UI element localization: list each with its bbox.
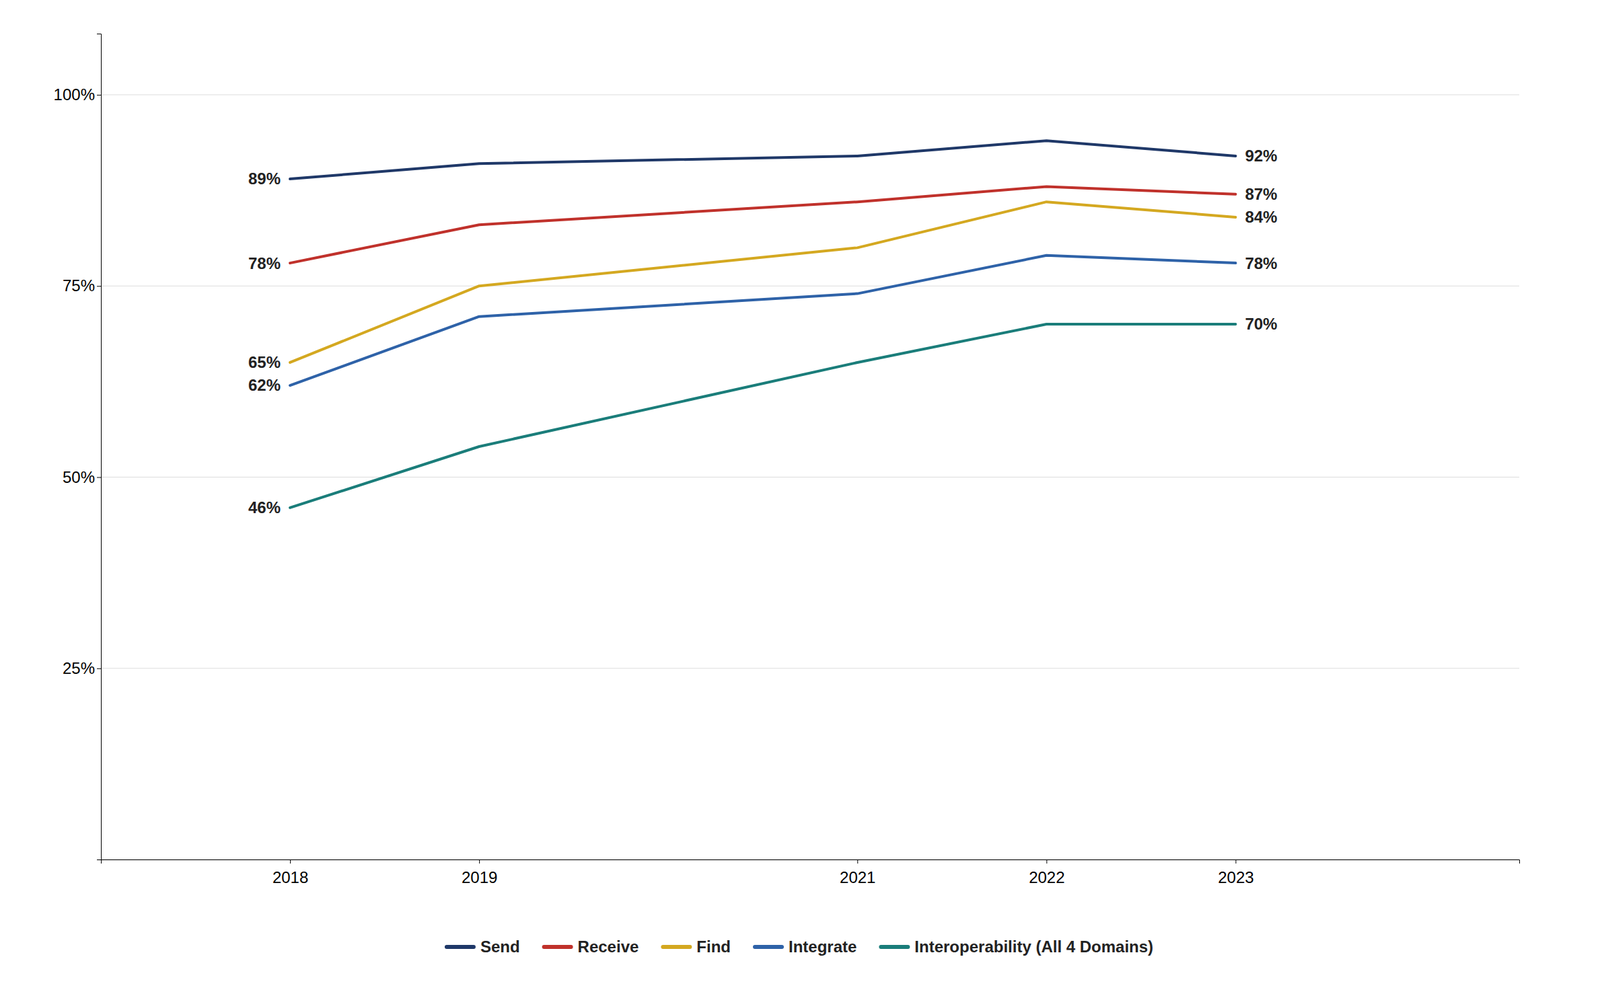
data-label: 62% xyxy=(248,376,281,395)
chart: 2018 2019 2021 2022 2023 25% 50% 75% 100% 89% 92% 7… xyxy=(0,0,1600,994)
tick-mark xyxy=(1046,859,1047,864)
legend-swatch xyxy=(544,945,572,950)
tick-mark xyxy=(96,94,101,96)
tick-label: 2019 xyxy=(461,868,498,887)
grid-line xyxy=(100,668,1520,669)
tick-label: 50% xyxy=(62,468,95,487)
tick-label: 75% xyxy=(62,276,95,295)
tick-mark xyxy=(96,668,101,670)
tick-label: 100% xyxy=(53,85,95,104)
tick: 2018 xyxy=(272,859,309,887)
tick: 75% xyxy=(62,276,101,295)
legend-label: Interoperability (All 4 Domains) xyxy=(914,937,1154,957)
tick-label: 2023 xyxy=(1217,868,1254,887)
tick: 2022 xyxy=(1028,859,1065,887)
tick-mark xyxy=(1235,859,1236,864)
tick-mark xyxy=(96,859,101,861)
grid xyxy=(100,94,1520,860)
plot-area xyxy=(289,140,1236,508)
legend-swatch xyxy=(880,945,908,950)
grid-line xyxy=(100,477,1520,478)
data-labels: 89% 92% 78% 87% 65% 84% 62% 78% 46% 70% xyxy=(248,146,1278,517)
series-line xyxy=(289,140,1236,179)
data-label: 78% xyxy=(1244,254,1278,273)
data-label: 87% xyxy=(1244,185,1278,204)
legend-item: Interoperability (All 4 Domains) xyxy=(880,937,1154,957)
data-label: 92% xyxy=(1244,146,1278,165)
tick-label: 2022 xyxy=(1028,868,1065,887)
legend-item: Receive xyxy=(544,937,640,957)
tick: 2019 xyxy=(461,859,498,887)
tick: 25% xyxy=(62,659,101,678)
grid-line xyxy=(100,94,1520,95)
legend-item: Integrate xyxy=(754,937,857,957)
tick: 2023 xyxy=(1217,859,1254,887)
series-line xyxy=(289,201,1236,363)
data-label: 70% xyxy=(1244,314,1278,334)
data-label: 46% xyxy=(248,498,281,517)
legend-label: Receive xyxy=(577,937,640,957)
tick xyxy=(96,859,101,861)
y-axis: 25% 50% 75% 100% xyxy=(53,34,102,861)
legend-item: Send xyxy=(446,937,521,957)
data-label: 65% xyxy=(248,353,281,372)
tick-mark xyxy=(857,859,858,864)
tick-label: 2021 xyxy=(839,868,876,887)
data-label: 78% xyxy=(248,254,281,273)
legend-item: Find xyxy=(662,937,731,957)
tick-mark xyxy=(96,285,101,287)
tick: 100% xyxy=(53,85,101,104)
x-axis: 2018 2019 2021 2022 2023 xyxy=(101,859,1520,887)
series-line xyxy=(289,255,1236,386)
legend-label: Integrate xyxy=(788,937,857,957)
axis-line xyxy=(101,860,1520,865)
axis-line xyxy=(96,34,102,861)
legend-label: Send xyxy=(480,937,521,957)
legend-swatch xyxy=(446,945,474,950)
tick: 2021 xyxy=(839,859,876,887)
tick-mark xyxy=(289,859,291,864)
grid-line xyxy=(100,285,1520,287)
tick-label: 25% xyxy=(62,659,95,678)
tick-mark xyxy=(479,859,480,864)
tick: 50% xyxy=(62,468,101,487)
legend-label: Find xyxy=(696,937,731,957)
data-label: 84% xyxy=(1244,207,1278,227)
series-line xyxy=(289,186,1236,264)
tick-label: 2018 xyxy=(272,868,309,887)
tick-mark xyxy=(96,477,101,478)
background xyxy=(0,0,1600,994)
legend: Send Receive Find Integrate Interoperability… xyxy=(446,937,1154,957)
legend-swatch xyxy=(662,945,690,950)
legend-swatch xyxy=(754,945,782,950)
series-line xyxy=(289,324,1236,508)
data-label: 89% xyxy=(248,169,281,188)
